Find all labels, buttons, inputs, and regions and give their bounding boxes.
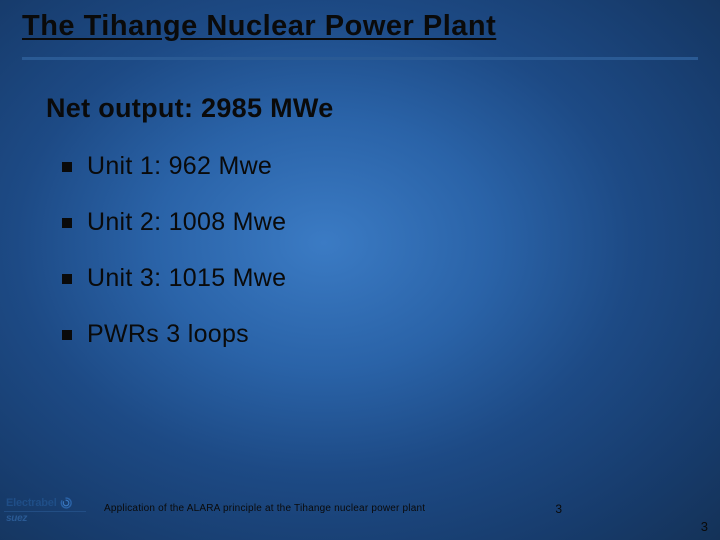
slide-subtitle: Net output: 2985 MWe [46, 93, 334, 124]
slide-title: The Tihange Nuclear Power Plant [22, 10, 496, 43]
page-number-a: 3 [555, 502, 562, 516]
title-underline-rule [22, 57, 698, 60]
bullet-text: PWRs 3 loops [87, 320, 249, 349]
bullet-list: Unit 1: 962 Mwe Unit 2: 1008 Mwe Unit 3:… [62, 152, 286, 376]
logo-text-suez: suez [6, 513, 84, 524]
logo-top-row: Electrabel [6, 494, 84, 512]
company-logo: Electrabel suez [6, 494, 84, 532]
swirl-icon [59, 496, 73, 510]
list-item: Unit 3: 1015 Mwe [62, 264, 286, 293]
bullet-text: Unit 1: 962 Mwe [87, 152, 272, 181]
footer-caption: Application of the ALARA principle at th… [104, 503, 425, 514]
list-item: Unit 1: 962 Mwe [62, 152, 286, 181]
bullet-square-icon [62, 274, 72, 284]
slide-footer: Electrabel suez Application of the ALARA… [0, 486, 720, 540]
bullet-text: Unit 3: 1015 Mwe [87, 264, 286, 293]
bullet-square-icon [62, 218, 72, 228]
list-item: Unit 2: 1008 Mwe [62, 208, 286, 237]
logo-text-electrabel: Electrabel [6, 497, 57, 509]
list-item: PWRs 3 loops [62, 320, 286, 349]
bullet-text: Unit 2: 1008 Mwe [87, 208, 286, 237]
slide: The Tihange Nuclear Power Plant Net outp… [0, 0, 720, 540]
page-number-b: 3 [701, 519, 708, 534]
bullet-square-icon [62, 330, 72, 340]
bullet-square-icon [62, 162, 72, 172]
